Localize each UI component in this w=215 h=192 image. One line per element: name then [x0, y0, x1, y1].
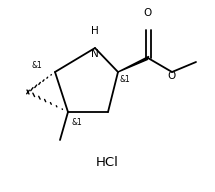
Text: O: O: [144, 8, 152, 18]
Polygon shape: [118, 56, 149, 72]
Text: &1: &1: [31, 61, 42, 70]
Text: O: O: [168, 71, 176, 81]
Text: &1: &1: [120, 75, 131, 84]
Text: HCl: HCl: [95, 156, 118, 169]
Text: &1: &1: [72, 118, 83, 127]
Text: N: N: [91, 49, 99, 59]
Text: H: H: [91, 26, 99, 36]
